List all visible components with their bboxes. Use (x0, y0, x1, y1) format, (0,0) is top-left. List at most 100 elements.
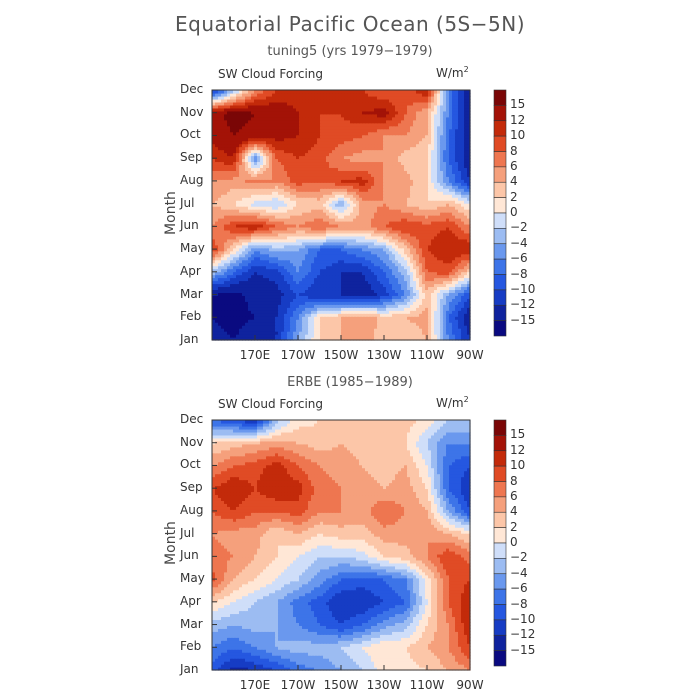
field-cell (350, 206, 354, 210)
field-cell (449, 262, 453, 267)
field-cell (269, 235, 273, 240)
field-cell (383, 179, 387, 183)
field-cell (422, 271, 426, 276)
field-cell (221, 226, 225, 231)
field-cell (425, 280, 429, 285)
field-cell (401, 304, 405, 308)
field-cell (275, 262, 279, 267)
field-cell (341, 274, 345, 279)
field-cell (356, 334, 360, 338)
field-cell (425, 328, 429, 332)
field-cell (299, 304, 303, 308)
field-cell (260, 310, 264, 314)
field-cell (464, 289, 468, 293)
field-cell (257, 259, 261, 264)
field-cell (317, 298, 321, 302)
field-cell (461, 301, 465, 305)
field-cell (233, 313, 237, 317)
field-cell (263, 226, 267, 231)
field-cell (260, 319, 264, 323)
field-cell (347, 170, 351, 174)
field-cell (344, 280, 348, 285)
field-cell (452, 310, 456, 314)
field-cell (218, 194, 222, 198)
field-cell (317, 191, 321, 195)
field-cell (296, 283, 300, 288)
field-cell (278, 295, 282, 299)
field-cell (449, 277, 453, 282)
field-cell (227, 232, 231, 237)
field-cell (293, 203, 297, 207)
field-cell (428, 253, 432, 258)
field-cell (299, 310, 303, 314)
field-cell (458, 223, 462, 228)
field-cell (350, 289, 354, 293)
field-cell (344, 316, 348, 320)
field-cell (275, 203, 279, 207)
field-cell (305, 235, 309, 240)
field-cell (326, 238, 330, 243)
field-cell (236, 229, 240, 234)
field-cell (272, 304, 276, 308)
field-cell (227, 182, 231, 186)
field-cell (275, 301, 279, 305)
field-cell (305, 301, 309, 305)
field-cell (338, 289, 342, 293)
field-cell (263, 313, 267, 317)
field-cell (389, 235, 393, 240)
field-cell (305, 292, 309, 296)
field-cell (272, 313, 276, 317)
field-cell (314, 223, 318, 228)
field-cell (437, 274, 441, 279)
field-cell (446, 295, 450, 299)
field-cell (353, 220, 357, 225)
field-cell (467, 247, 471, 252)
field-cell (311, 206, 315, 210)
field-cell (389, 268, 393, 273)
field-cell (212, 209, 216, 213)
field-cell (326, 197, 330, 201)
field-cell (266, 253, 270, 258)
field-cell (386, 334, 390, 338)
field-cell (404, 304, 408, 308)
field-cell (467, 331, 471, 335)
field-cell (380, 194, 384, 198)
field-cell (320, 268, 324, 273)
field-cell (458, 322, 462, 326)
field-cell (446, 265, 450, 270)
field-cell (344, 277, 348, 282)
field-cell (338, 200, 342, 204)
field-cell (263, 265, 267, 270)
field-cell (215, 217, 219, 222)
field-cell (302, 280, 306, 285)
field-cell (422, 331, 426, 335)
field-cell (440, 212, 444, 216)
field-cell (446, 173, 450, 177)
field-cell (212, 203, 216, 207)
field-cell (368, 331, 372, 335)
field-cell (212, 265, 216, 270)
field-cell (449, 212, 453, 216)
field-cell (329, 313, 333, 317)
field-cell (212, 328, 216, 332)
field-cell (326, 244, 330, 249)
field-cell (317, 310, 321, 314)
field-cell (218, 277, 222, 282)
field-cell (230, 197, 234, 201)
field-cell (431, 325, 435, 329)
field-cell (392, 241, 396, 246)
field-cell (329, 268, 333, 273)
field-cell (287, 226, 291, 231)
field-cell (311, 170, 315, 174)
field-cell (425, 259, 429, 264)
field-cell (371, 223, 375, 228)
field-cell (416, 256, 420, 261)
field-cell (461, 259, 465, 264)
field-cell (347, 313, 351, 317)
field-cell (230, 220, 234, 225)
field-cell (293, 316, 297, 320)
field-cell (230, 194, 234, 198)
field-cell (398, 280, 402, 285)
field-cell (443, 197, 447, 201)
field-cell (368, 316, 372, 320)
